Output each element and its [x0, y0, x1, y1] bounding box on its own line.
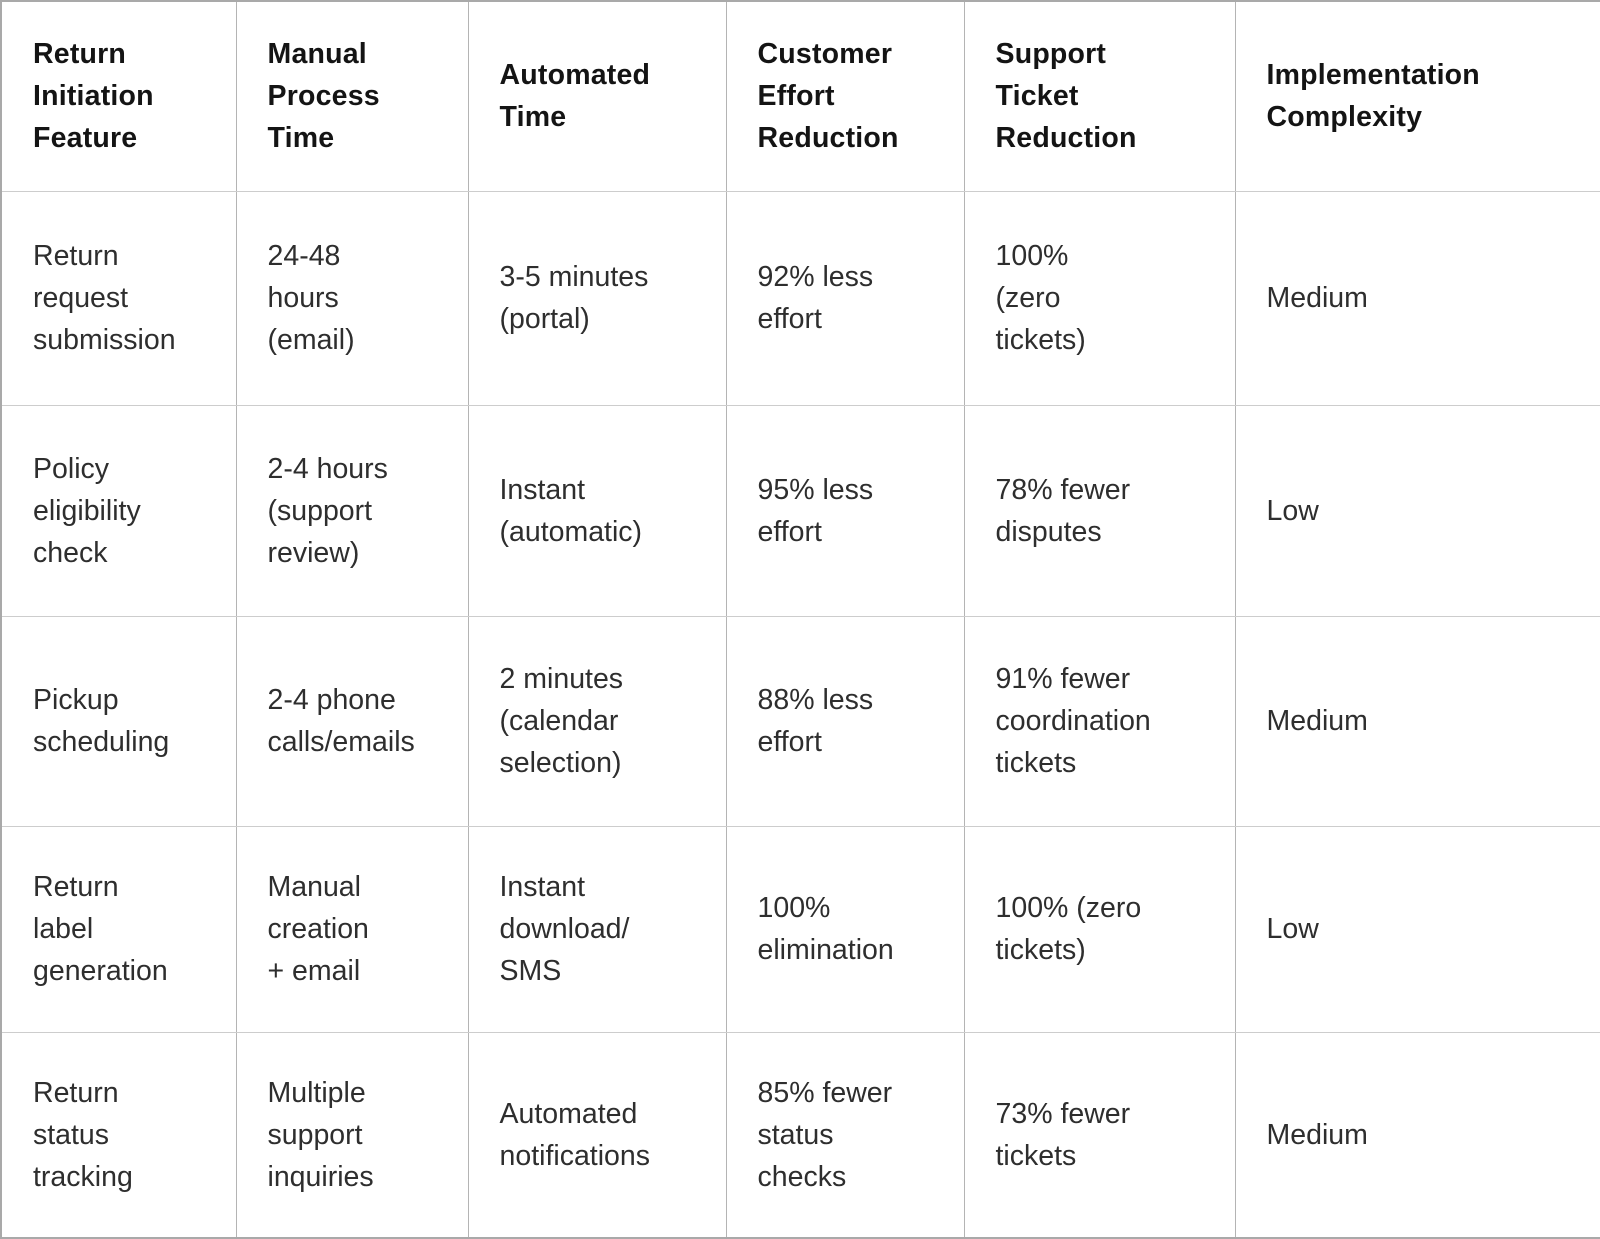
table-cell: Instant download/ SMS — [467, 825, 727, 1033]
table-cell: Medium — [1234, 190, 1600, 406]
table-row-policy-eligibility-check: Policy eligibility check 2-4 hours (supp… — [0, 404, 1600, 617]
table-cell: 2-4 hours (support review) — [235, 404, 469, 617]
table-cell: Multiple support inquiries — [235, 1031, 469, 1239]
table-cell: 73% fewer tickets — [963, 1031, 1236, 1239]
table-cell: 2 minutes (calendar selection) — [467, 615, 727, 827]
column-header-return-initiation-feature: Return Initiation Feature — [0, 0, 237, 192]
table-cell: 3-5 minutes (portal) — [467, 190, 727, 406]
table-cell: Low — [1234, 825, 1600, 1033]
table-cell: 95% less effort — [725, 404, 965, 617]
table-cell: Return label generation — [0, 825, 237, 1033]
table-cell: Automated notifications — [467, 1031, 727, 1239]
table-cell: 2-4 phone calls/emails — [235, 615, 469, 827]
table-cell: 100% (zero tickets) — [963, 190, 1236, 406]
table-cell: 92% less effort — [725, 190, 965, 406]
table-cell: 24-48 hours (email) — [235, 190, 469, 406]
header-row: Return Initiation Feature Manual Process… — [0, 0, 1600, 192]
table-row-return-label-generation: Return label generation Manual creation … — [0, 825, 1600, 1033]
table-cell: 91% fewer coordination tickets — [963, 615, 1236, 827]
table-row-return-request-submission: Return request submission 24-48 hours (e… — [0, 190, 1600, 406]
table-cell: Return status tracking — [0, 1031, 237, 1239]
table-cell: 88% less effort — [725, 615, 965, 827]
table-cell: 100% (zero tickets) — [963, 825, 1236, 1033]
table-cell: 85% fewer status checks — [725, 1031, 965, 1239]
table-cell: Return request submission — [0, 190, 237, 406]
table-cell: Manual creation + email — [235, 825, 469, 1033]
table-cell: Policy eligibility check — [0, 404, 237, 617]
table-cell: Low — [1234, 404, 1600, 617]
table-cell: Medium — [1234, 1031, 1600, 1239]
table-cell: Medium — [1234, 615, 1600, 827]
column-header-manual-process-time: Manual Process Time — [235, 0, 469, 192]
column-header-customer-effort-reduction: Customer Effort Reduction — [725, 0, 965, 192]
table-cell: 78% fewer disputes — [963, 404, 1236, 617]
table-cell: Instant (automatic) — [467, 404, 727, 617]
table-cell: 100% elimination — [725, 825, 965, 1033]
table-cell: Pickup scheduling — [0, 615, 237, 827]
column-header-automated-time: Automated Time — [467, 0, 727, 192]
column-header-implementation-complexity: Implementation Complexity — [1234, 0, 1600, 192]
table-row-pickup-scheduling: Pickup scheduling 2-4 phone calls/emails… — [0, 615, 1600, 827]
column-header-support-ticket-reduction: Support Ticket Reduction — [963, 0, 1236, 192]
table-row-return-status-tracking: Return status tracking Multiple support … — [0, 1031, 1600, 1239]
